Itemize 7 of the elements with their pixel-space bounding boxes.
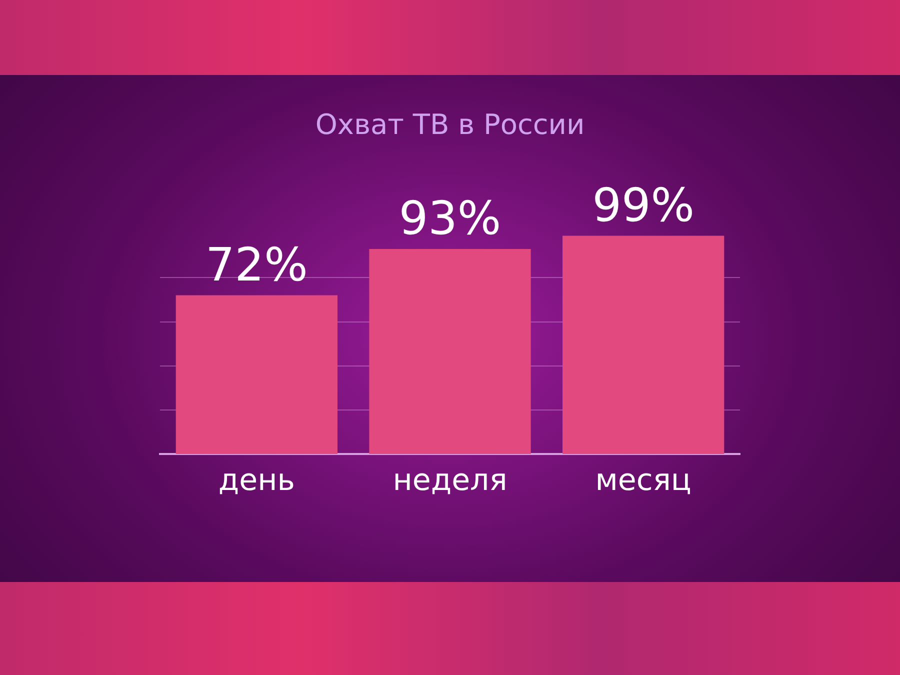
data-label: 93% xyxy=(398,190,502,245)
data-label: 99% xyxy=(592,178,694,232)
data-label: 72% xyxy=(206,237,308,292)
x-tick-label: день xyxy=(218,462,295,498)
x-tick-label: неделя xyxy=(392,462,508,498)
x-tick-label: месяц xyxy=(595,462,692,498)
chart-title: Охват ТВ в России xyxy=(315,108,585,142)
